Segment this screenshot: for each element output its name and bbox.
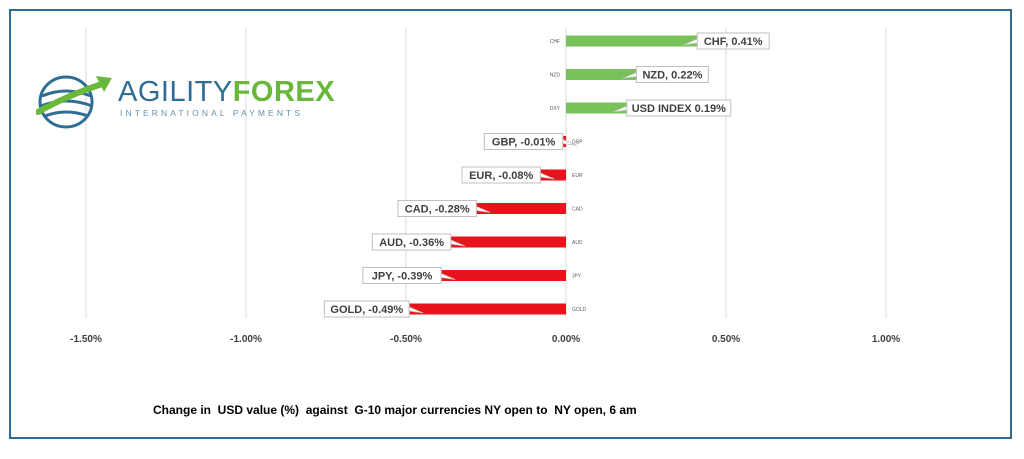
- x-tick-label: -1.50%: [70, 334, 102, 345]
- data-label: CHF, 0.41%: [704, 36, 763, 48]
- x-tick-label: -0.50%: [390, 334, 422, 345]
- category-label: NZD: [550, 73, 561, 79]
- logo-subtitle: INTERNATIONAL PAYMENTS: [120, 108, 304, 118]
- x-tick-label: 0.00%: [552, 334, 580, 345]
- category-label: GBP: [572, 140, 583, 146]
- data-label-pointer: [622, 71, 637, 79]
- data-label-pointer: [450, 239, 465, 247]
- category-label: GOLD: [572, 307, 587, 313]
- category-label: DXY: [550, 106, 561, 112]
- data-label-pointer: [540, 172, 555, 180]
- bar: [450, 236, 566, 248]
- x-axis-title: Change in USD value (%) against G-10 maj…: [153, 403, 637, 417]
- data-label: GBP, -0.01%: [492, 137, 556, 149]
- data-label-pointer: [408, 306, 424, 314]
- logo-wordmark: AGILITYFOREX: [118, 78, 335, 107]
- category-label: CHF: [550, 39, 560, 45]
- data-label: EUR, -0.08%: [469, 170, 533, 182]
- logo-forex-text: FOREX: [232, 76, 336, 108]
- data-label: USD INDEX 0.19%: [632, 103, 726, 115]
- data-label-pointer: [562, 138, 577, 146]
- data-label-pointer: [475, 205, 491, 213]
- x-tick-label: 1.00%: [872, 334, 900, 345]
- x-tick-label: 0.50%: [712, 334, 740, 345]
- data-label: GOLD, -0.49%: [330, 304, 403, 316]
- data-label: NZD, 0.22%: [642, 70, 702, 82]
- bar: [566, 35, 698, 47]
- bar: [441, 270, 566, 281]
- bar: [540, 169, 566, 181]
- category-label: JPY: [572, 274, 582, 280]
- globe-swoosh-icon: [35, 75, 112, 129]
- data-label: AUD, -0.36%: [379, 237, 444, 249]
- data-label: CAD, -0.28%: [405, 204, 470, 216]
- data-label-pointer: [683, 38, 698, 46]
- category-label: AUD: [572, 240, 583, 246]
- chart-frame: [9, 9, 1012, 439]
- logo-agility-text: AGILITY: [118, 76, 233, 108]
- category-label: EUR: [572, 173, 583, 179]
- data-label: JPY, -0.39%: [372, 271, 433, 283]
- bar: [476, 203, 566, 214]
- agility-forex-logo: AGILITYFOREX INTERNATIONAL PAYMENTS: [35, 66, 335, 134]
- data-label-pointer: [440, 272, 456, 280]
- bar: [409, 303, 566, 315]
- category-label: CAD: [572, 207, 583, 213]
- x-tick-label: -1.00%: [230, 334, 262, 345]
- data-label-pointer: [612, 105, 628, 113]
- bar: [566, 69, 637, 80]
- bar: [566, 102, 627, 114]
